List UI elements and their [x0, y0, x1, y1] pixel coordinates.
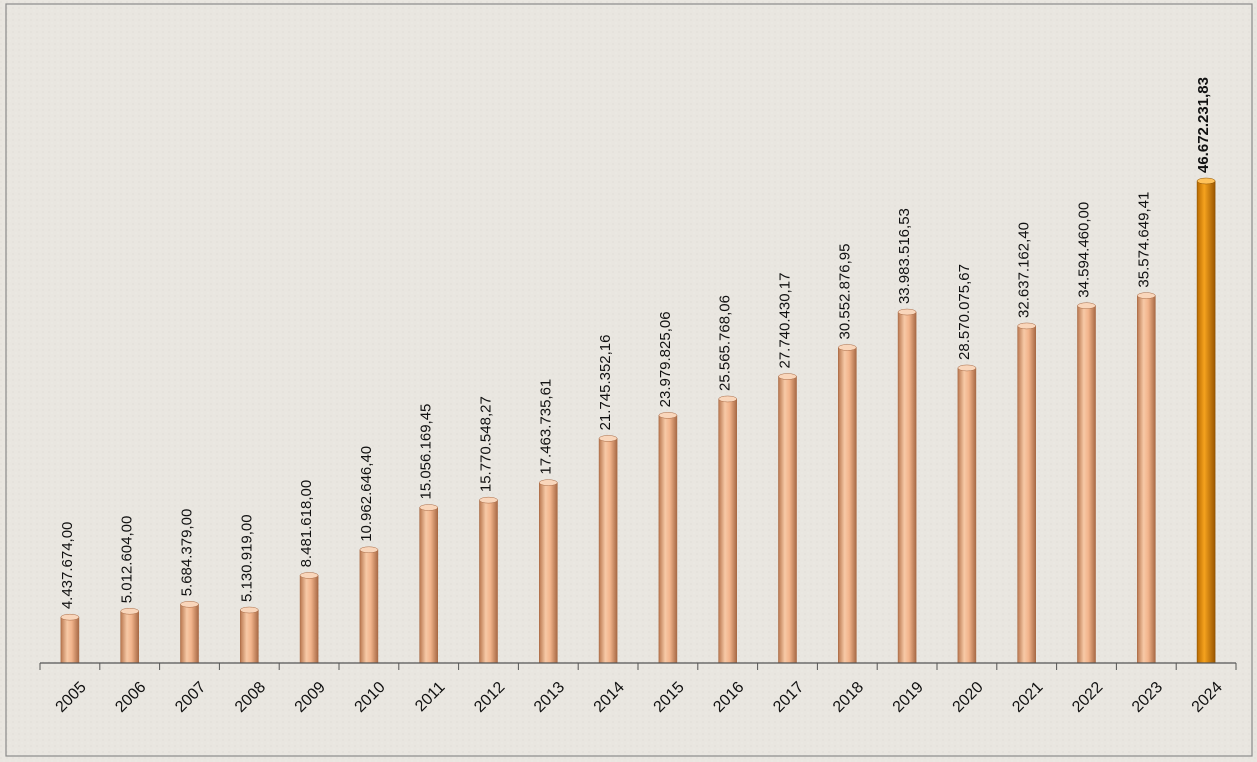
- value-label-2011: 15.056.169,45: [418, 404, 435, 500]
- bar-cap-2024: [1196, 177, 1216, 185]
- bar-cap-2022: [1077, 302, 1096, 309]
- bar-cap-2006: [120, 607, 139, 615]
- bar-cap-2009: [299, 572, 319, 579]
- value-label-2023: 35.574.649,41: [1135, 192, 1152, 288]
- bar-2012: [479, 499, 498, 664]
- bar-2006: [120, 610, 139, 664]
- bar-2022: [1077, 305, 1096, 664]
- bar-2008: [240, 609, 259, 664]
- bar-2015: [658, 415, 678, 664]
- value-label-2021: 32.637.162,40: [1016, 222, 1033, 318]
- value-label-2019: 33.983.516,53: [896, 208, 913, 304]
- bar-2024: [1196, 180, 1216, 664]
- bar-cap-2020: [957, 364, 977, 372]
- bar-2011: [419, 507, 439, 664]
- bar-cap-2008: [240, 606, 259, 614]
- value-labels-layer: 4.437.674,00 5.012.604,00 5.684.379,00 5.13…: [59, 77, 1212, 609]
- value-label-2007: 5.684.379,00: [178, 509, 195, 597]
- bar-cap-2023: [1137, 292, 1156, 299]
- value-label-2016: 25.565.768,06: [717, 295, 734, 391]
- bar-2017: [778, 376, 797, 664]
- value-label-2017: 27.740.430,17: [776, 273, 793, 369]
- bar-cap-2007: [180, 601, 199, 608]
- bars-layer: [60, 177, 1216, 664]
- bar-cap-2011: [419, 504, 438, 511]
- bar-2007: [180, 603, 199, 664]
- value-label-2006: 5.012.604,00: [119, 516, 136, 604]
- bar-cap-2019: [897, 308, 917, 316]
- value-label-2015: 23.979.825,06: [657, 311, 674, 407]
- value-label-2008: 5.130.919,00: [238, 514, 255, 602]
- bar-2019: [897, 311, 917, 664]
- bar-2020: [957, 367, 977, 664]
- bar-cap-2010: [359, 546, 379, 554]
- value-label-2005: 4.437.674,00: [59, 522, 76, 610]
- value-label-2013: 17.463.735,61: [537, 379, 554, 475]
- bar-cap-2015: [658, 412, 678, 419]
- chart-frame: [5, 3, 1253, 757]
- bar-2014: [598, 438, 618, 664]
- bar-cap-2014: [598, 435, 618, 442]
- value-label-2014: 21.745.352,16: [597, 334, 614, 430]
- value-label-2010: 10.962.646,40: [358, 446, 375, 542]
- bar-2018: [837, 347, 857, 664]
- value-label-2022: 34.594.460,00: [1075, 202, 1092, 298]
- bar-2016: [718, 398, 738, 664]
- bar-2013: [538, 482, 558, 664]
- bar-2010: [359, 549, 379, 664]
- bar-cap-2012: [479, 496, 498, 504]
- bar-2023: [1137, 295, 1156, 664]
- value-label-2020: 28.570.075,67: [956, 264, 973, 360]
- bar-cap-2005: [60, 613, 80, 621]
- value-label-2012: 15.770.548,27: [477, 396, 494, 492]
- bar-cap-2018: [838, 344, 857, 351]
- value-label-2024: 46.672.231,83: [1195, 77, 1212, 173]
- bar-2009: [299, 575, 319, 664]
- value-label-2018: 30.552.876,95: [836, 244, 853, 340]
- bar-cap-2021: [1017, 322, 1036, 330]
- value-label-2009: 8.481.618,00: [298, 480, 315, 568]
- bar-cap-2013: [539, 479, 558, 486]
- bar-2005: [60, 616, 80, 664]
- bar-cap-2017: [778, 373, 797, 380]
- bar-2021: [1017, 325, 1037, 664]
- bar-cap-2016: [718, 395, 737, 403]
